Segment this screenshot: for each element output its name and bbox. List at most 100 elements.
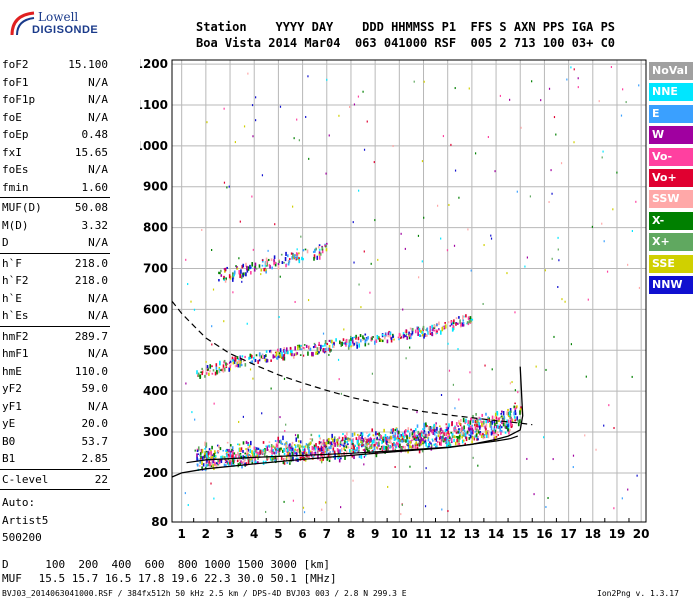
echo-point bbox=[384, 449, 387, 453]
echo-point bbox=[286, 453, 288, 457]
echo-point bbox=[295, 437, 298, 442]
echo-point bbox=[460, 322, 463, 327]
echo-point bbox=[229, 461, 231, 465]
echo-point bbox=[218, 445, 220, 449]
noise-point bbox=[638, 286, 641, 289]
echo-point bbox=[513, 405, 516, 409]
echo-point bbox=[471, 440, 473, 444]
echo-point bbox=[485, 433, 488, 439]
echo-point bbox=[440, 437, 443, 440]
echo-point bbox=[434, 423, 437, 428]
echo-point bbox=[351, 454, 354, 458]
echo-point bbox=[380, 434, 382, 439]
echo-point bbox=[219, 447, 222, 451]
echo-point bbox=[336, 444, 339, 447]
echo-point bbox=[418, 449, 421, 454]
echo-point bbox=[242, 441, 245, 445]
echo-point bbox=[282, 461, 285, 465]
echo-point bbox=[419, 334, 421, 337]
noise-point bbox=[238, 257, 240, 260]
noise-point bbox=[194, 449, 196, 452]
noise-point bbox=[526, 256, 528, 259]
echo-point bbox=[413, 429, 415, 433]
echo-point bbox=[312, 346, 315, 349]
noise-point bbox=[211, 343, 213, 346]
echo-point bbox=[328, 348, 331, 352]
echo-point bbox=[345, 444, 348, 448]
echo-point bbox=[418, 444, 421, 447]
x-tick-label: 2 bbox=[202, 527, 210, 541]
echo-point bbox=[408, 333, 410, 337]
echo-point bbox=[433, 423, 436, 427]
echo-point bbox=[402, 445, 405, 449]
noise-point bbox=[540, 99, 542, 102]
param-label: hmF1 bbox=[2, 347, 29, 360]
param-value: 218.0 bbox=[74, 256, 108, 270]
echo-point bbox=[509, 420, 512, 424]
echo-point bbox=[262, 448, 265, 452]
noise-point bbox=[383, 437, 385, 440]
echo-point bbox=[260, 355, 263, 359]
echo-point bbox=[244, 452, 246, 455]
noise-point bbox=[446, 249, 449, 252]
echo-point bbox=[318, 251, 321, 254]
param-label: foEs bbox=[2, 163, 29, 176]
echo-point bbox=[468, 437, 471, 440]
echo-point bbox=[372, 336, 374, 338]
noise-point bbox=[499, 94, 501, 97]
echo-point bbox=[479, 425, 481, 430]
noise-point bbox=[357, 95, 360, 98]
echo-point bbox=[359, 443, 361, 446]
echo-point bbox=[239, 454, 241, 458]
noise-point bbox=[621, 497, 623, 500]
echo-point bbox=[229, 452, 232, 455]
noise-point bbox=[187, 504, 189, 507]
echo-point bbox=[281, 354, 284, 358]
echo-point bbox=[404, 330, 407, 334]
echo-point bbox=[434, 439, 436, 442]
echo-point bbox=[206, 458, 208, 463]
echo-point bbox=[276, 457, 279, 460]
echo-point bbox=[280, 456, 283, 460]
echo-point bbox=[493, 432, 495, 437]
param-row: yF2 59.0 bbox=[2, 380, 108, 397]
echo-point bbox=[311, 438, 314, 442]
echo-point bbox=[446, 428, 448, 431]
echo-point bbox=[236, 267, 239, 270]
echo-point bbox=[280, 447, 282, 450]
echo-point bbox=[457, 425, 459, 428]
noise-point bbox=[585, 375, 587, 378]
echo-point bbox=[503, 418, 505, 422]
echo-point bbox=[373, 340, 376, 345]
noise-point bbox=[545, 368, 547, 371]
noise-point bbox=[305, 115, 307, 118]
echo-point bbox=[307, 351, 309, 356]
noise-point bbox=[349, 105, 351, 108]
echo-point bbox=[313, 256, 315, 261]
param-row: yF1 N/A bbox=[2, 398, 108, 415]
echo-point bbox=[449, 443, 452, 449]
param-label: foF1 bbox=[2, 75, 29, 89]
echo-point bbox=[426, 434, 429, 438]
noise-point bbox=[602, 150, 604, 153]
param-separator bbox=[0, 325, 110, 327]
echo-point bbox=[425, 422, 427, 426]
echo-point bbox=[265, 354, 267, 358]
param-label: foF2 bbox=[2, 58, 29, 71]
echo-point bbox=[317, 455, 319, 458]
noise-point bbox=[557, 248, 559, 251]
echo-point bbox=[484, 428, 487, 433]
echo-point bbox=[242, 263, 245, 268]
echo-point bbox=[244, 355, 246, 359]
echo-point bbox=[256, 454, 259, 459]
noise-point bbox=[234, 141, 236, 144]
echo-point bbox=[445, 442, 447, 445]
noise-point bbox=[247, 72, 249, 75]
echo-point bbox=[371, 428, 374, 432]
echo-point bbox=[414, 329, 417, 334]
noise-point bbox=[400, 232, 402, 235]
echo-point bbox=[482, 433, 485, 439]
noise-point bbox=[252, 135, 254, 138]
logo-lowell-text: Lowell bbox=[38, 10, 79, 24]
echo-point bbox=[226, 266, 228, 269]
